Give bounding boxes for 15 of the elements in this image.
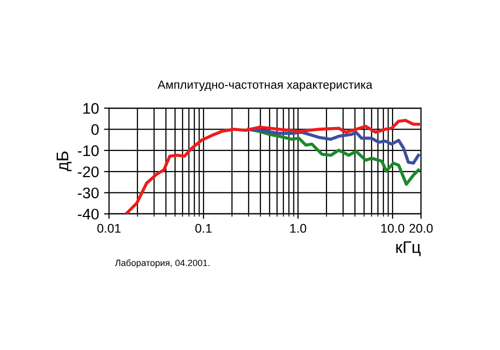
- y-tick-label: 10: [83, 103, 99, 114]
- x-tick-label: 10.0: [381, 224, 404, 233]
- text: Лаборатория, 04.2001.: [115, 259, 210, 268]
- y-tick-label: -40: [78, 208, 99, 220]
- y-tick-label: 0: [91, 124, 99, 135]
- x-tick-label: 0.1: [195, 224, 212, 233]
- x-axis-title: кГц: [396, 241, 421, 256]
- x-tick-label: 1.0: [290, 224, 306, 233]
- x-tick-label: 20.0: [409, 224, 433, 233]
- y-tick-label: -20: [78, 166, 99, 178]
- y-tick-label: -30: [78, 188, 99, 198]
- x-tick-label: 0.01: [97, 224, 121, 233]
- y-axis-title: дБ: [56, 152, 72, 172]
- chart-title: Амплитудно-частотная характеристика: [158, 80, 372, 92]
- y-tick-label: -10: [78, 145, 99, 156]
